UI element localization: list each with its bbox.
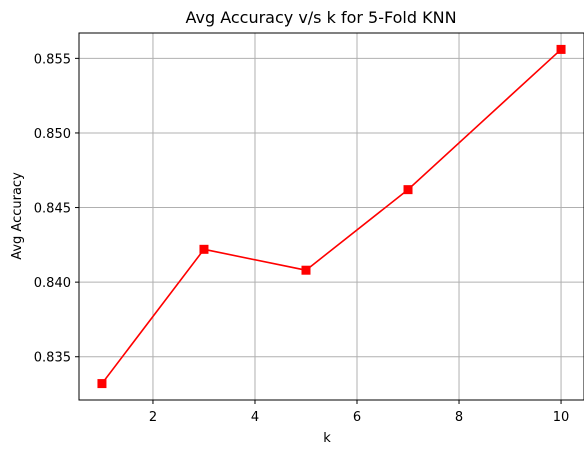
x-axis-label: k (323, 431, 331, 446)
chart-title: Avg Accuracy v/s k for 5-Fold KNN (185, 8, 456, 27)
data-point-marker (301, 265, 311, 275)
data-point-marker (97, 379, 107, 389)
data-point-marker (199, 244, 209, 254)
y-tick-label: 0.840 (34, 276, 71, 291)
y-tick-label: 0.855 (34, 52, 71, 67)
data-series (97, 44, 566, 389)
y-tick-label: 0.845 (34, 202, 71, 217)
data-point-marker (556, 44, 566, 54)
y-tick-label: 0.850 (34, 127, 71, 142)
x-tick-label: 10 (553, 410, 570, 425)
axis-ticks: 2 4 6 8 10 0.835 0.840 0.845 0.850 0.855 (34, 52, 570, 425)
plot-frame (78, 32, 584, 401)
x-tick-label: 8 (455, 410, 463, 425)
series-line (101, 48, 562, 385)
x-tick-label: 2 (149, 410, 157, 425)
x-tick-label: 4 (251, 410, 259, 425)
x-tick-label: 6 (353, 410, 361, 425)
y-tick-label: 0.835 (34, 351, 71, 366)
y-axis-label: Avg Accuracy (10, 172, 25, 260)
data-point-marker (403, 185, 413, 195)
grid (79, 33, 584, 400)
